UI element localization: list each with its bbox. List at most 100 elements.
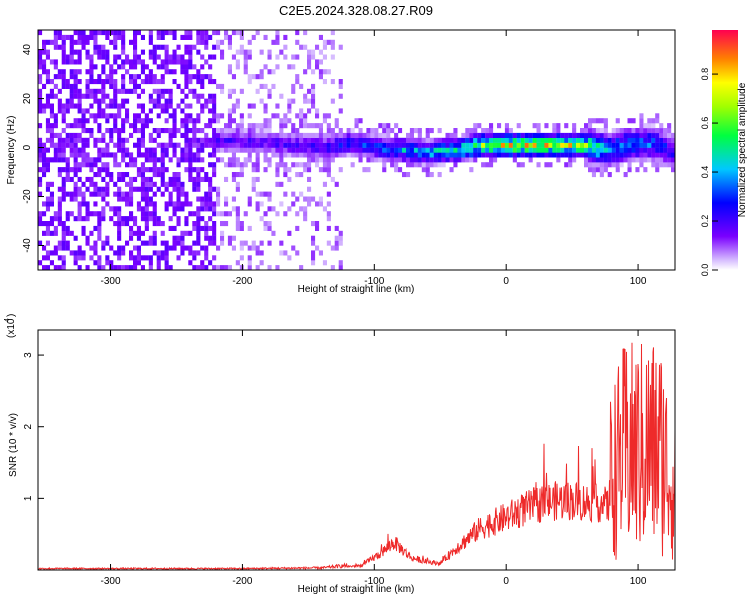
heatmap-cell	[271, 113, 276, 119]
heatmap-cell	[398, 147, 403, 153]
heatmap-cell	[532, 123, 537, 129]
heatmap-cell	[57, 152, 62, 158]
heatmap-cell	[338, 83, 343, 89]
heatmap-cell	[366, 132, 371, 138]
heatmap-cell	[140, 240, 145, 246]
heatmap-cell	[655, 113, 660, 119]
heatmap-cell	[42, 147, 47, 153]
heatmap-cell	[133, 59, 138, 65]
heatmap-cell	[239, 172, 244, 178]
heatmap-cell	[105, 147, 110, 153]
heatmap-cell	[251, 123, 256, 129]
heatmap-cell	[53, 64, 58, 70]
heatmap-cell	[49, 93, 54, 99]
heatmap-cell	[615, 147, 620, 153]
heatmap-cell	[180, 132, 185, 138]
heatmap-cell	[42, 59, 47, 65]
heatmap-cell	[441, 152, 446, 158]
heatmap-cell	[172, 181, 177, 187]
heatmap-cell	[449, 157, 454, 163]
heatmap-cell	[125, 69, 130, 75]
heatmap-cell	[212, 240, 217, 246]
heatmap-cell	[421, 162, 426, 168]
heatmap-cell	[156, 34, 161, 40]
heatmap-cell	[45, 181, 50, 187]
heatmap-cell	[370, 147, 375, 153]
heatmap-cell	[631, 137, 636, 143]
heatmap-cell	[85, 79, 90, 85]
heatmap-cell	[303, 196, 308, 202]
heatmap-cell	[651, 157, 656, 163]
heatmap-cell	[599, 142, 604, 148]
heatmap-cell	[263, 123, 268, 129]
heatmap-cell	[247, 245, 252, 251]
heatmap-cell	[192, 221, 197, 227]
heatmap-cell	[334, 181, 339, 187]
heatmap-cell	[164, 201, 169, 207]
heatmap-cell	[129, 186, 134, 192]
heatmap-cell	[224, 137, 229, 143]
heatmap-cell	[267, 157, 272, 163]
heatmap-cell	[216, 142, 221, 148]
heatmap-cell	[129, 235, 134, 241]
heatmap-cell	[465, 137, 470, 143]
heatmap-cell	[136, 128, 141, 134]
heatmap-cell	[382, 167, 387, 173]
y-tick-label: -40	[22, 238, 33, 253]
heatmap-cell	[291, 123, 296, 129]
heatmap-cell	[140, 137, 145, 143]
heatmap-cell	[85, 118, 90, 124]
heatmap-cell	[247, 132, 252, 138]
heatmap-cell	[235, 137, 240, 143]
heatmap-cell	[243, 54, 248, 60]
heatmap-cell	[184, 30, 189, 36]
heatmap-cell	[580, 147, 585, 153]
heatmap-cell	[318, 201, 323, 207]
heatmap-cell	[45, 147, 50, 153]
heatmap-cell	[117, 265, 122, 270]
heatmap-cell	[148, 265, 153, 270]
heatmap-cell	[144, 225, 149, 231]
heatmap-cell	[291, 147, 296, 153]
heatmap-cell	[38, 221, 43, 227]
heatmap-cell	[255, 206, 260, 212]
heatmap-cell	[220, 147, 225, 153]
x-tick-label: -100	[364, 276, 384, 287]
heatmap-cell	[588, 128, 593, 134]
heatmap-cell	[315, 64, 320, 70]
heatmap-cell	[204, 245, 209, 251]
heatmap-cell	[358, 137, 363, 143]
heatmap-cell	[204, 196, 209, 202]
heatmap-cell	[433, 162, 438, 168]
heatmap-cell	[101, 64, 106, 70]
heatmap-cell	[73, 39, 78, 45]
heatmap-cell	[164, 265, 169, 270]
heatmap-cell	[279, 118, 284, 124]
heatmap-cell	[504, 147, 509, 153]
heatmap-cell	[81, 93, 86, 99]
heatmap-cell	[504, 142, 509, 148]
heatmap-cell	[176, 83, 181, 89]
heatmap-cell	[73, 216, 78, 222]
heatmap-cell	[140, 59, 145, 65]
heatmap-cell	[338, 132, 343, 138]
heatmap-cell	[635, 132, 640, 138]
heatmap-cell	[465, 132, 470, 138]
heatmap-cell	[73, 103, 78, 109]
heatmap-cell	[38, 98, 43, 104]
heatmap-cell	[283, 137, 288, 143]
heatmap-cell	[497, 137, 502, 143]
heatmap-cell	[330, 44, 335, 50]
heatmap-cell	[184, 64, 189, 70]
heatmap-cell	[184, 221, 189, 227]
heatmap-cell	[152, 216, 157, 222]
heatmap-cell	[188, 118, 193, 124]
heatmap-cell	[148, 240, 153, 246]
heatmap-cell	[42, 69, 47, 75]
heatmap-cell	[97, 191, 102, 197]
heatmap-cell	[263, 103, 268, 109]
heatmap-cell	[160, 128, 165, 134]
heatmap-cell	[57, 132, 62, 138]
heatmap-cell	[196, 34, 201, 40]
heatmap-cell	[144, 181, 149, 187]
